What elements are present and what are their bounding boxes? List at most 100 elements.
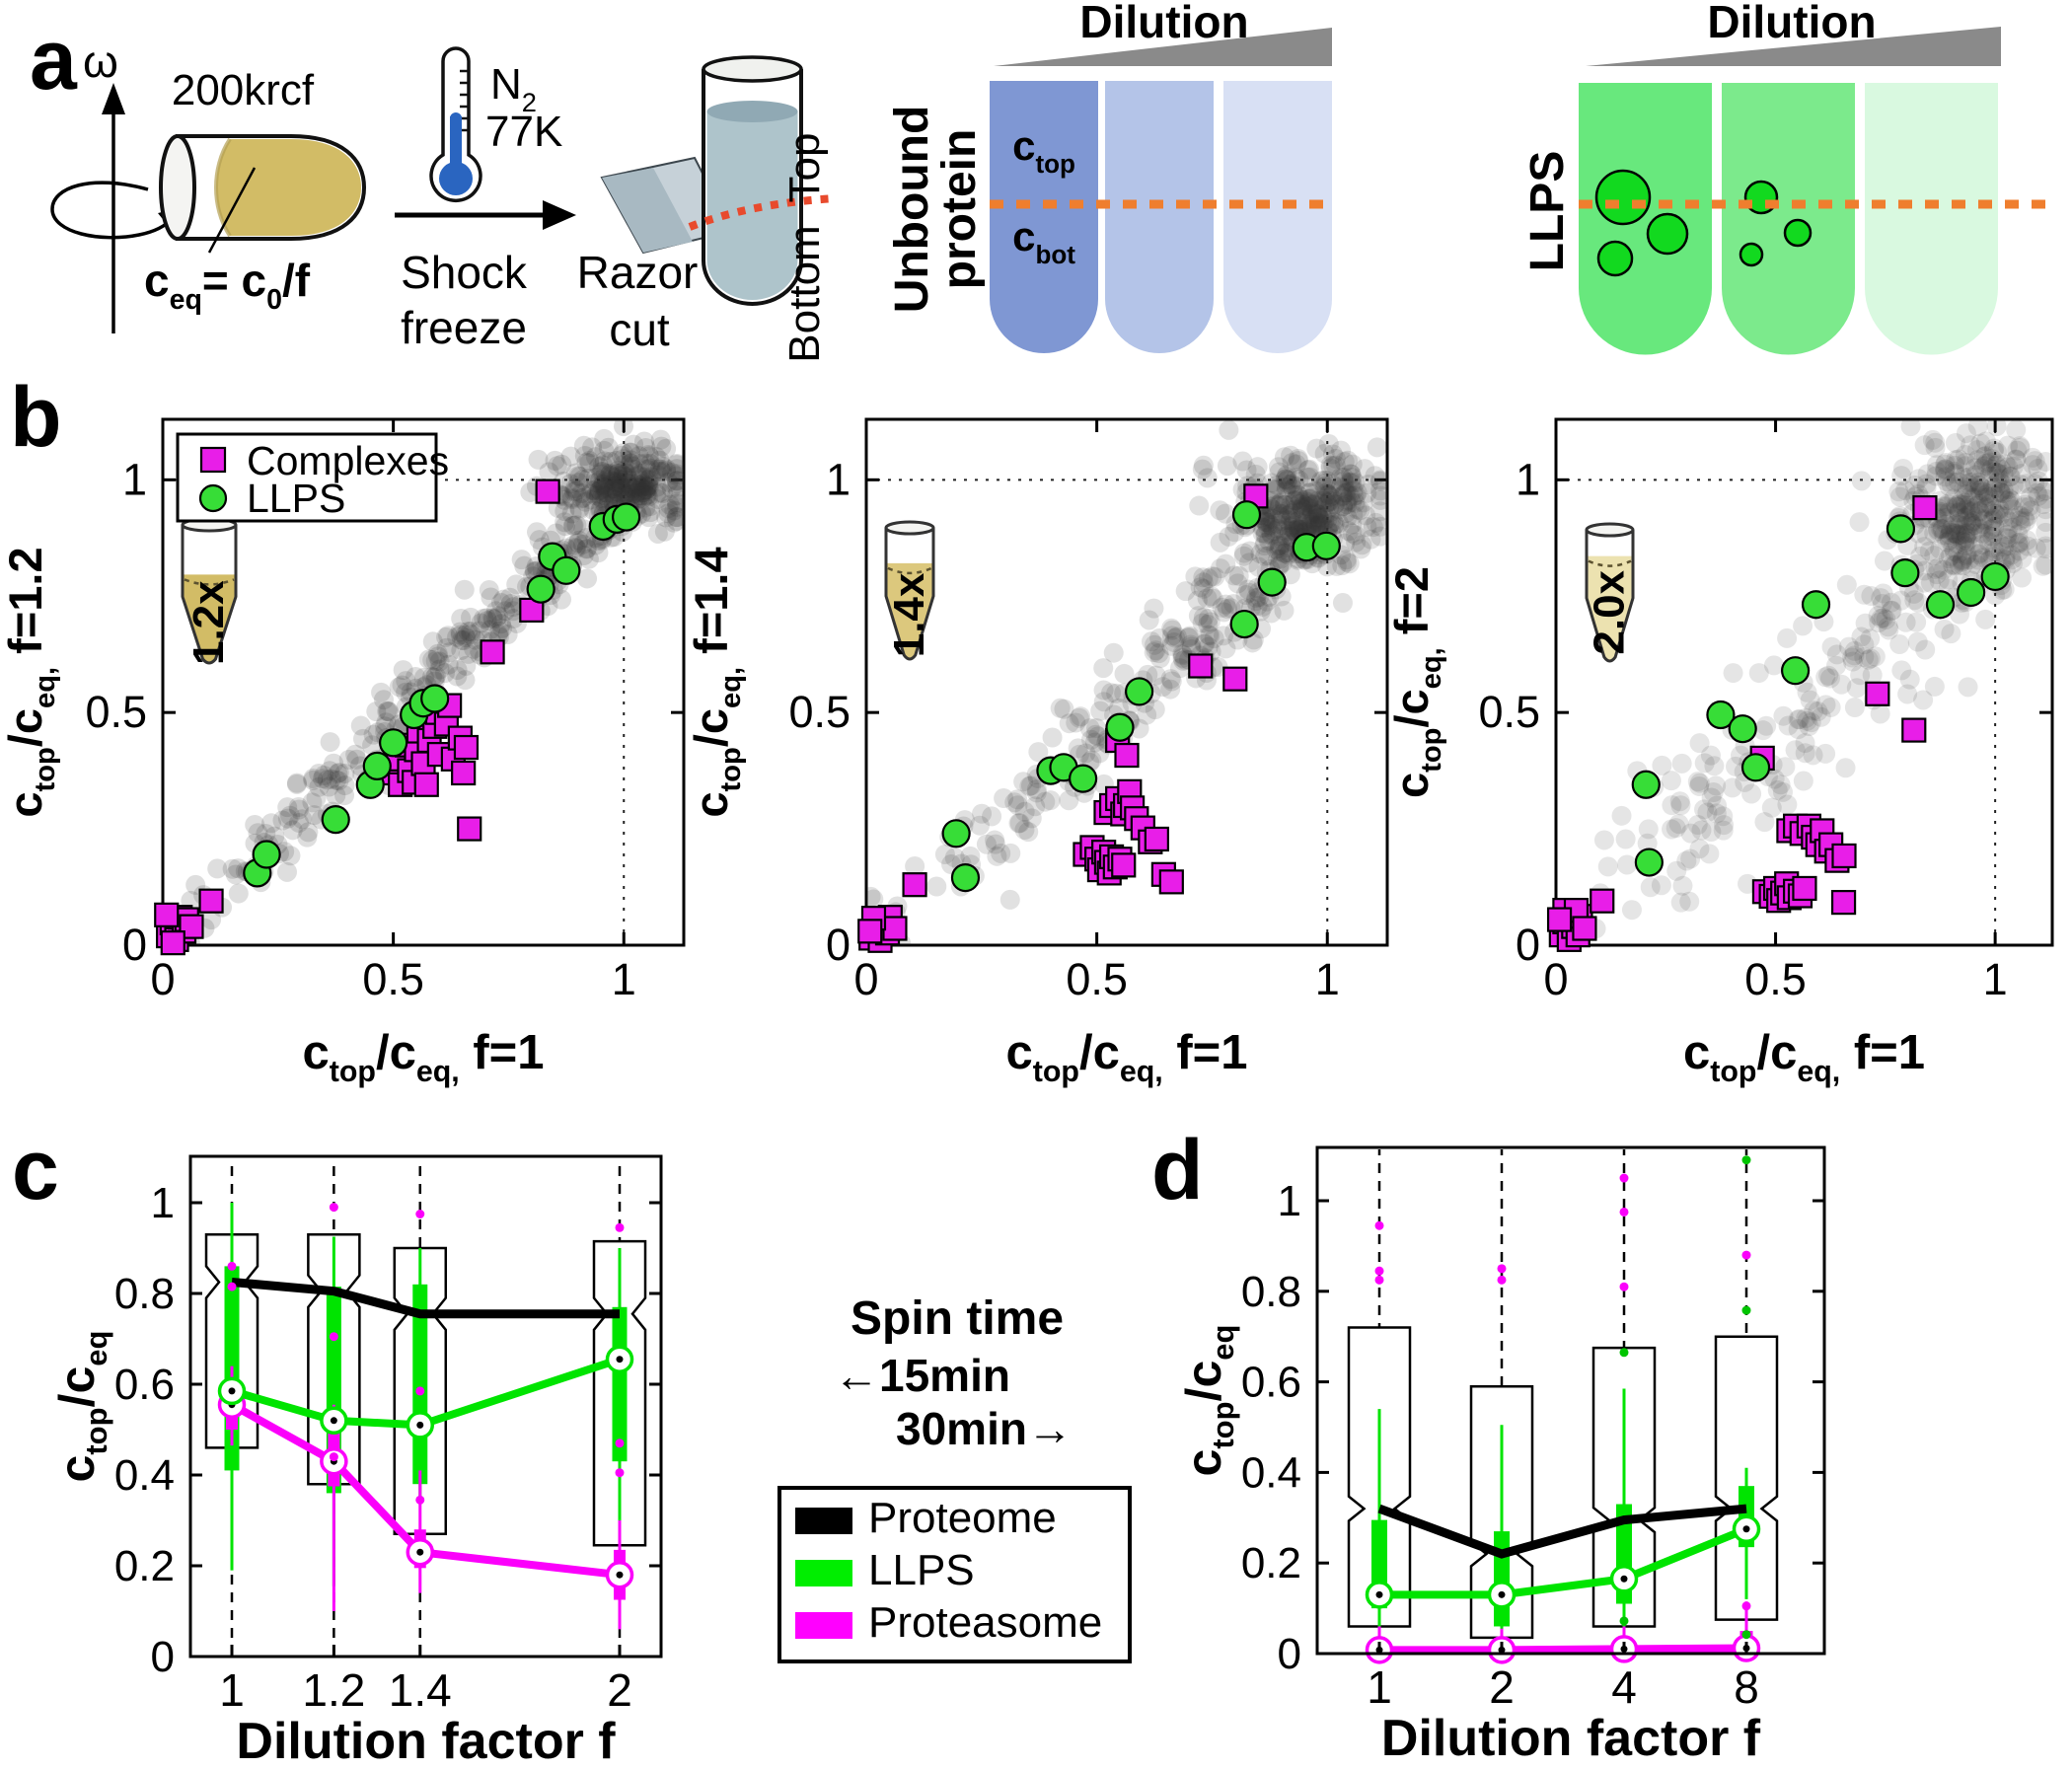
proteome-cloud	[1586, 419, 2052, 939]
spin-time-annotation: Spin time ←15min 30min→	[834, 1292, 1073, 1454]
outlier-magenta	[227, 1261, 237, 1271]
y-tick-label: 1	[1516, 454, 1540, 504]
complex-point	[160, 930, 185, 956]
bottom-fraction-label: Bottom	[780, 225, 829, 362]
x-tick-label: 1	[1367, 1661, 1392, 1713]
tube-dilution-label: 1.2x	[185, 580, 233, 665]
x-axis-label: ctop/ceq, f=1	[1005, 1026, 1247, 1088]
outlier-magenta	[615, 1222, 625, 1232]
dilution-ramp-green	[1586, 27, 2001, 66]
outlier-magenta	[615, 1438, 625, 1448]
complex-point	[1114, 742, 1140, 769]
llps-point	[552, 555, 581, 585]
y-tick-label: 0.4	[1241, 1448, 1301, 1497]
y-tick-label: 0.6	[1241, 1359, 1301, 1407]
x-axis-label: ctop/ceq, f=1	[302, 1026, 544, 1088]
panel-label-a: a	[30, 13, 78, 108]
complex-point	[1590, 888, 1615, 914]
outlier-magenta	[1374, 1275, 1384, 1285]
shock-label-line2: freeze	[401, 302, 527, 353]
y-tick-label: 0.8	[1241, 1268, 1301, 1316]
rcf-label: 200krcf	[172, 66, 315, 114]
x-tick-label: 1	[219, 1664, 245, 1716]
llps-droplet	[1594, 169, 1652, 226]
tube-level-line	[184, 578, 235, 586]
complex-point	[1546, 907, 1573, 932]
complex-point	[198, 888, 224, 914]
plot-frame	[188, 1154, 663, 1659]
proteome-median-line	[231, 1278, 620, 1319]
outlier-magenta	[1741, 1601, 1751, 1611]
complex-point	[1831, 843, 1857, 869]
complex-point	[1144, 826, 1169, 852]
outlier-magenta	[415, 1210, 425, 1218]
x-tick-label: 0	[150, 954, 175, 1004]
x-tick-label: 0	[1543, 954, 1568, 1004]
y-tick-label: 1	[826, 454, 851, 504]
spin-time-30min: 30min→	[896, 1403, 1073, 1454]
outlier-magenta	[1619, 1207, 1629, 1217]
llps-point	[362, 751, 392, 781]
outlier-green	[1619, 1616, 1629, 1626]
dilution-tube-icon: 2.0x	[1585, 522, 1635, 663]
proteome-median-line	[1377, 1504, 1747, 1559]
x-tick-label: 2	[1489, 1661, 1515, 1713]
rotation-axis-arrowhead	[102, 83, 125, 114]
llps-point	[1780, 656, 1811, 686]
complexes-points	[857, 483, 1269, 953]
outlier-magenta	[329, 1203, 338, 1213]
razor-label-line1: Razor	[577, 247, 699, 298]
horizontal-tube-liquid	[216, 139, 361, 236]
complex-point	[154, 902, 180, 927]
llps-points	[1631, 514, 2010, 877]
x-tick-label: 1.4	[389, 1664, 452, 1716]
x-tick-label: 0.5	[362, 954, 424, 1004]
complex-point	[457, 816, 482, 842]
legend-label-proteome: Proteome	[868, 1494, 1057, 1542]
y-tick-label: 0.2	[114, 1542, 175, 1590]
proteasome-median-dot	[416, 1548, 424, 1556]
vertical-tube-liquid-surface	[706, 101, 798, 122]
llps-point	[1105, 712, 1135, 742]
llps-point	[1069, 764, 1098, 793]
omega-label: ω	[83, 36, 118, 87]
blue-tube-2	[1105, 81, 1214, 353]
tube-level-line	[1588, 559, 1632, 567]
llps-droplet	[1783, 218, 1813, 248]
x-tick-label: 0	[853, 954, 878, 1004]
llps-point	[1257, 567, 1287, 597]
legend-complexes-marker	[199, 446, 227, 474]
y-tick-label: 0	[151, 1633, 175, 1681]
outlier-magenta	[329, 1452, 338, 1462]
legend-swatch-proteome	[795, 1508, 852, 1534]
x-tick-label: 1.2	[302, 1664, 365, 1716]
complex-point	[1222, 666, 1248, 692]
y-axis-label: ctop/ceq, f=2	[1385, 566, 1447, 798]
llps-point	[526, 574, 555, 604]
legend-complexes-label: Complexes	[247, 438, 449, 483]
outlier-green	[1741, 1155, 1751, 1165]
llps-median-dot	[330, 1417, 337, 1425]
complex-point	[1111, 852, 1137, 878]
llps-median-dot	[1375, 1590, 1383, 1598]
llps-point	[1890, 558, 1920, 588]
llps-points	[941, 500, 1341, 893]
llps-point	[1925, 590, 1956, 620]
formula-pointer-line	[207, 167, 257, 254]
llps-point	[1740, 753, 1771, 782]
llps-point	[420, 684, 450, 713]
tube-liquid	[184, 574, 235, 663]
dilution-title-right: Dilution	[1707, 0, 1876, 47]
x-tick-label: 1	[1983, 954, 2008, 1004]
legend-swatch-llps	[795, 1560, 852, 1586]
legend-llps-marker	[198, 483, 228, 513]
plot-frame	[1315, 1145, 1826, 1656]
panel-a-schematic: a ω 200krcf ceq= c0/f N2 77K Shock freez…	[30, 0, 2057, 363]
x-axis-label: Dilution factor f	[236, 1713, 616, 1770]
x-axis-label: ctop/ceq, f=1	[1683, 1026, 1925, 1088]
green-tube-1	[1579, 83, 1712, 355]
